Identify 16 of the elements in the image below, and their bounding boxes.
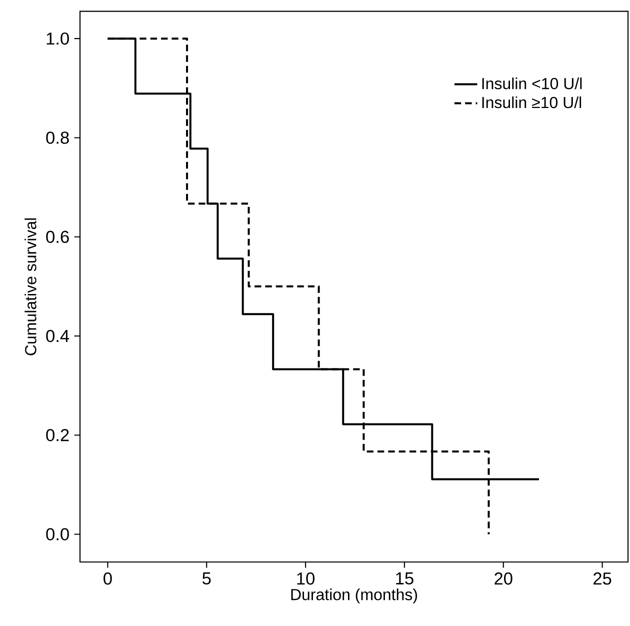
legend-label: Insulin <10 U/l [482, 78, 582, 90]
y-tick-label: 0.2 [46, 428, 69, 442]
y-tick-label: 0.8 [46, 132, 69, 144]
y-axis-title: Cumulative survival [24, 218, 36, 356]
legend-label: Insulin ≥10 U/l [482, 96, 582, 108]
x-tick-label: 0 [104, 572, 112, 585]
x-axis-title: Duration (months) [291, 588, 417, 604]
y-tick-label: 0.4 [46, 330, 70, 342]
x-tick-label: 5 [202, 572, 211, 584]
y-tick-label: 0.0 [46, 528, 69, 540]
x-tick-label: 15 [396, 572, 414, 584]
y-tick-label: 1.0 [46, 32, 69, 45]
x-tick-label: 25 [594, 572, 612, 585]
y-tick-label: 0.6 [46, 230, 69, 243]
x-tick-label: 20 [494, 572, 512, 585]
x-tick-label: 10 [297, 572, 315, 585]
